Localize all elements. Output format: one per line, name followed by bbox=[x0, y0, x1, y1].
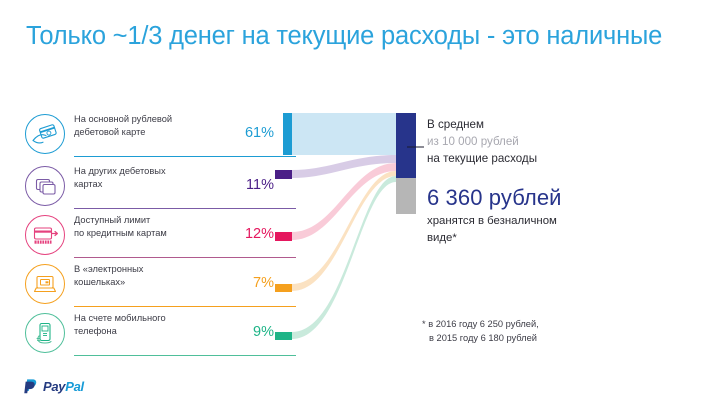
flow-credit-card-limit bbox=[292, 163, 396, 240]
flow-main-debit-card bbox=[292, 113, 396, 155]
paypal-word-pay: Pay bbox=[43, 379, 66, 394]
source-row-electronic-wallets[interactable]: В «электронных кошельках» 7% bbox=[24, 261, 296, 307]
label-line-1: Доступный лимит bbox=[74, 215, 151, 225]
label-line-1: На других дебетовых bbox=[74, 166, 166, 176]
flow-other-debit-cards bbox=[292, 155, 396, 178]
flow-electronic-wallets bbox=[292, 171, 396, 291]
source-row-credit-card-limit[interactable]: Доступный лимит по кредитным картам 12% bbox=[24, 212, 296, 258]
headline-amount-subtitle: хранятся в безналичном виде* bbox=[427, 213, 697, 246]
source-rule-mobile-phone-account bbox=[74, 354, 296, 356]
source-rule-other-debit-cards bbox=[74, 207, 296, 209]
source-rule-electronic-wallets bbox=[74, 305, 296, 307]
label-line-2: телефона bbox=[74, 325, 117, 336]
laptop-wallet-icon bbox=[24, 263, 66, 305]
flow-mobile-phone-account bbox=[292, 176, 396, 339]
paypal-logo: PayPal bbox=[24, 378, 84, 395]
source-percent-main-debit-card: 61% bbox=[244, 125, 274, 141]
page-title: Только ~1/3 денег на текущие расходы - э… bbox=[26, 22, 663, 50]
sankey-flows bbox=[292, 113, 396, 339]
source-percent-electronic-wallets: 7% bbox=[253, 275, 274, 291]
footnote: * в 2016 году 6 250 рублей, в 2015 году … bbox=[422, 318, 702, 346]
subtitle-line-2: виде* bbox=[427, 231, 457, 244]
footnote-line-2: в 2015 году 6 180 рублей bbox=[429, 332, 537, 343]
source-percent-mobile-phone-account: 9% bbox=[253, 324, 274, 340]
source-label-other-debit-cards: На других дебетовых картах bbox=[74, 165, 234, 190]
source-percent-credit-card-limit: 12% bbox=[244, 226, 274, 242]
label-line-1: В «электронных bbox=[74, 264, 144, 274]
target-node-cashless bbox=[396, 113, 416, 178]
source-percent-other-debit-cards: 11% bbox=[246, 177, 274, 193]
source-row-mobile-phone-account[interactable]: На счете мобильного телефона 9% bbox=[24, 310, 296, 356]
label-line-2: по кредитным картам bbox=[74, 227, 167, 238]
label-line-2: дебетовой карте bbox=[74, 126, 146, 137]
label-line-1: На основной рублевой bbox=[74, 114, 173, 124]
label-line-2: картах bbox=[74, 178, 103, 189]
average-summary: В среднем из 10 000 рублей на текущие ра… bbox=[427, 117, 707, 167]
paypal-word-pal: Pal bbox=[65, 379, 84, 394]
footnote-line-1: * в 2016 году 6 250 рублей, bbox=[422, 319, 539, 329]
source-rule-main-debit-card bbox=[74, 155, 296, 157]
paypal-wordmark: PayPal bbox=[43, 379, 84, 394]
source-row-other-debit-cards[interactable]: На других дебетовых картах 11% bbox=[24, 163, 296, 209]
source-label-credit-card-limit: Доступный лимит по кредитным картам bbox=[74, 214, 234, 239]
source-rule-credit-card-limit bbox=[74, 256, 296, 258]
label-line-2: кошельках» bbox=[74, 276, 126, 287]
paypal-p-icon bbox=[24, 379, 37, 394]
hand-holding-card-icon bbox=[24, 113, 66, 155]
source-label-main-debit-card: На основной рублевой дебетовой карте bbox=[74, 113, 234, 138]
credit-card-arrow-icon bbox=[24, 214, 66, 256]
hand-holding-phone-icon bbox=[24, 312, 66, 354]
source-label-electronic-wallets: В «электронных кошельках» bbox=[74, 263, 234, 288]
average-line-1: В среднем bbox=[427, 118, 484, 131]
sankey-target-node bbox=[396, 113, 416, 214]
headline-amount: 6 360 рублей bbox=[427, 185, 562, 210]
stacked-cards-icon bbox=[24, 165, 66, 207]
average-line-2: из 10 000 рублей bbox=[427, 134, 519, 148]
average-line-3: на текущие расходы bbox=[427, 151, 538, 165]
label-line-1: На счете мобильного bbox=[74, 313, 166, 323]
subtitle-line-1: хранятся в безналичном bbox=[427, 215, 557, 227]
target-node-cash bbox=[396, 178, 416, 214]
source-row-main-debit-card[interactable]: На основной рублевой дебетовой карте 61% bbox=[24, 111, 296, 157]
source-label-mobile-phone-account: На счете мобильного телефона bbox=[74, 312, 234, 337]
